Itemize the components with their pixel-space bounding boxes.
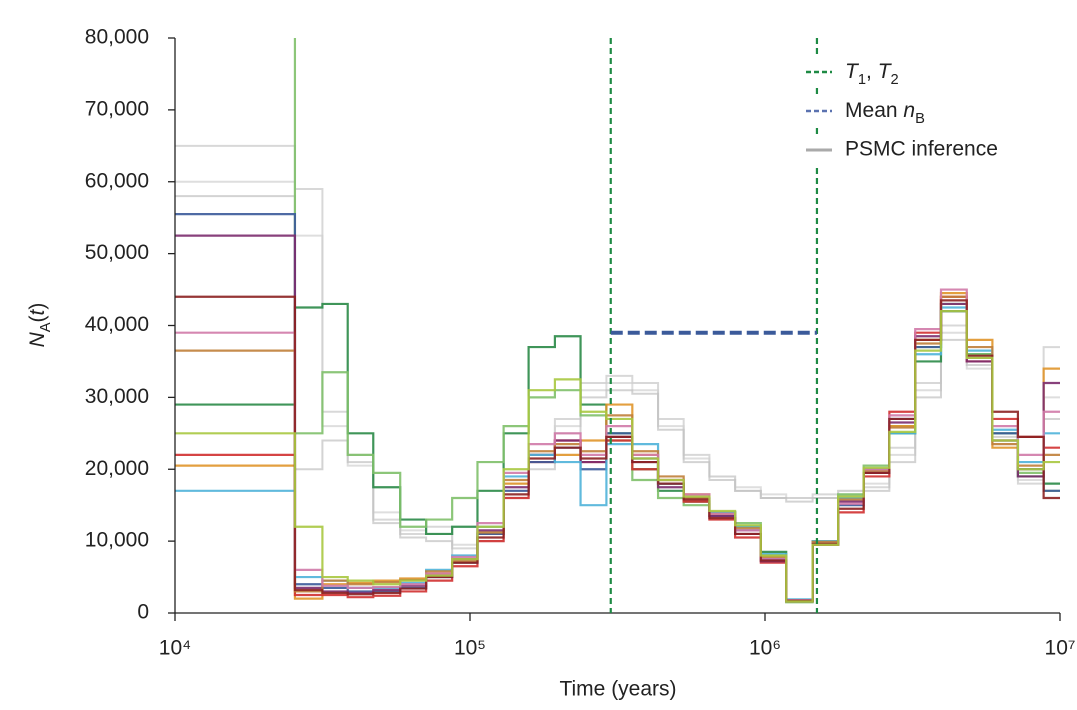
step-line [175, 295, 1060, 602]
x-axis-label: Time (years) [559, 678, 676, 701]
step-line [175, 195, 1060, 557]
x-tick-label: 10⁵ [454, 637, 486, 660]
step-line [175, 302, 1060, 602]
step-line [293, 38, 1060, 604]
y-tick-label: 10,000 [85, 529, 149, 552]
y-tick-label: 0 [137, 601, 149, 624]
y-tick-label: 30,000 [85, 385, 149, 408]
step-line [175, 234, 1060, 603]
legend-bg [798, 135, 1056, 165]
y-tick-label: 40,000 [85, 313, 149, 336]
step-line [175, 295, 1060, 602]
y-tick-label: 50,000 [85, 241, 149, 264]
x-tick-label: 10⁴ [159, 637, 191, 660]
legend-bg [798, 96, 1056, 126]
y-axis-label: NA(t) [26, 303, 54, 348]
legend-label: T1, T2 [845, 60, 899, 88]
legend-label: PSMC inference [845, 138, 998, 161]
x-tick-label: 10⁷ [1045, 637, 1076, 660]
plot-area [175, 38, 1060, 604]
step-line [175, 310, 1060, 603]
x-tick-label: 10⁶ [749, 637, 781, 660]
legend-label: Mean nB [845, 99, 925, 127]
step-line [175, 180, 1060, 546]
y-tick-label: 60,000 [85, 169, 149, 192]
step-line [175, 295, 1060, 602]
step-line [175, 212, 1060, 602]
y-tick-label: 70,000 [85, 97, 149, 120]
y-tick-label: 80,000 [85, 26, 149, 49]
legend-bg [798, 57, 1056, 87]
y-tick-label: 20,000 [85, 457, 149, 480]
